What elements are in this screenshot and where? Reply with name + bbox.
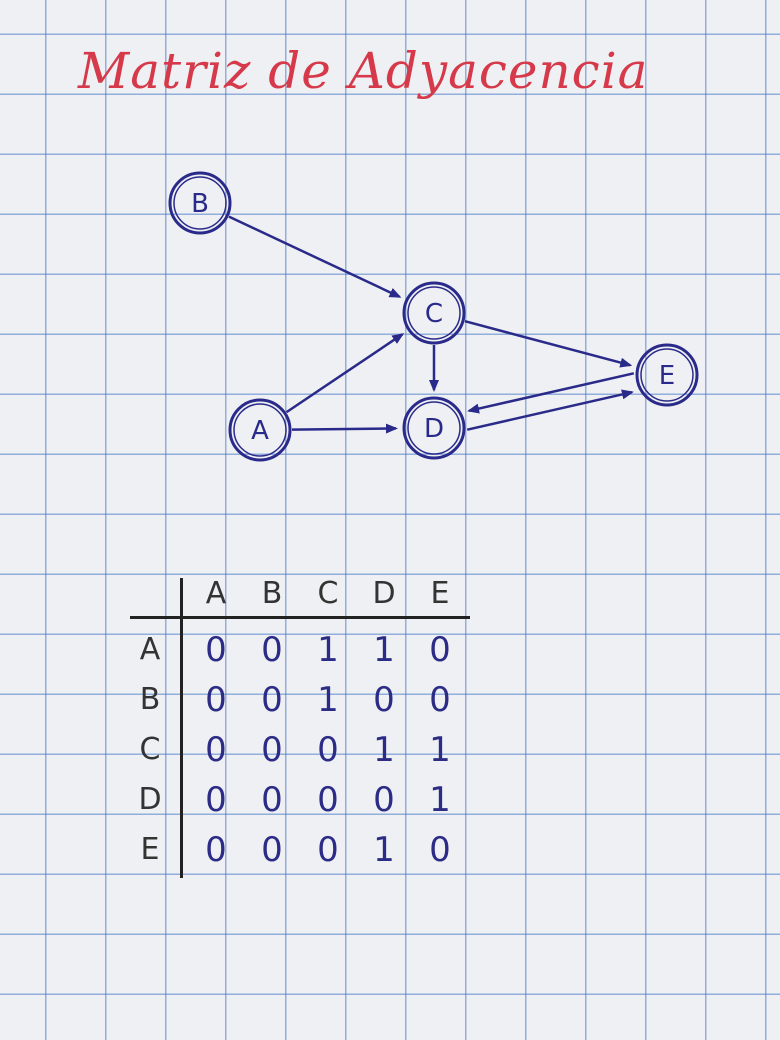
matrix-cell: 1 <box>429 780 451 820</box>
matrix-cell: 0 <box>261 730 283 770</box>
matrix-cell: 0 <box>373 780 395 820</box>
matrix-column-header: A <box>205 576 227 611</box>
node-d: D <box>402 396 466 460</box>
edge-d-e <box>466 389 634 431</box>
matrix-horizontal-rule <box>130 616 470 619</box>
directed-graph: A B C D E <box>168 171 699 462</box>
matrix-cell: 0 <box>261 630 283 670</box>
matrix-cell: 1 <box>429 730 451 770</box>
edge-b-c <box>228 215 402 298</box>
matrix-row-header: B <box>139 682 161 717</box>
matrix-column-header: C <box>317 576 339 611</box>
matrix-cell: 0 <box>317 780 339 820</box>
matrix-cell: 0 <box>429 680 451 720</box>
node-b: B <box>168 171 232 235</box>
matrix-row-header: D <box>138 782 162 817</box>
node-label: C <box>425 299 443 329</box>
page-title: Matriz de Adyacencia <box>78 42 649 100</box>
matrix-cell: 1 <box>373 730 395 770</box>
matrix-cell: 0 <box>205 680 227 720</box>
edge-c-e <box>464 320 633 368</box>
matrix-row-header: A <box>139 632 161 667</box>
matrix-cell: 0 <box>205 630 227 670</box>
node-a: A <box>228 398 292 462</box>
matrix-cell: 0 <box>429 630 451 670</box>
matrix-column-header: D <box>372 576 396 611</box>
matrix-cell: 0 <box>205 730 227 770</box>
node-e: E <box>635 343 699 407</box>
matrix-cell: 0 <box>261 780 283 820</box>
matrix-cell: 0 <box>261 830 283 870</box>
matrix-vertical-rule <box>180 578 183 878</box>
node-label: D <box>424 414 444 444</box>
node-label: E <box>659 361 675 391</box>
matrix-cell: 0 <box>205 780 227 820</box>
matrix-cell: 1 <box>373 830 395 870</box>
matrix-column-header: B <box>261 576 283 611</box>
node-c: C <box>402 281 466 345</box>
matrix-cell: 1 <box>317 630 339 670</box>
matrix-cell: 1 <box>317 680 339 720</box>
matrix-cell: 0 <box>429 830 451 870</box>
matrix-row-header: C <box>139 732 161 767</box>
edge-a-d <box>291 423 399 434</box>
matrix-column-header: E <box>430 576 450 611</box>
matrix-cell: 0 <box>261 680 283 720</box>
matrix-cell: 0 <box>317 730 339 770</box>
matrix-cell: 0 <box>317 830 339 870</box>
edge-e-d <box>467 372 635 414</box>
node-label: B <box>191 189 209 219</box>
matrix-cell: 0 <box>373 680 395 720</box>
node-label: A <box>251 416 269 446</box>
matrix-cell: 0 <box>205 830 227 870</box>
matrix-cell: 1 <box>373 630 395 670</box>
edge-a-c <box>285 333 405 414</box>
matrix-row-header: E <box>140 832 160 867</box>
